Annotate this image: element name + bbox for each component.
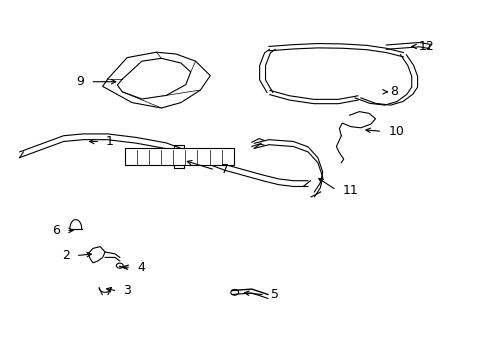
Text: 8: 8 xyxy=(389,85,397,98)
Text: 3: 3 xyxy=(123,284,131,297)
Text: 10: 10 xyxy=(387,125,403,138)
Text: 11: 11 xyxy=(342,184,357,197)
Text: 6: 6 xyxy=(52,224,60,237)
Bar xyxy=(124,148,233,165)
Text: 7: 7 xyxy=(221,163,228,176)
Text: 12: 12 xyxy=(418,40,434,53)
Text: 4: 4 xyxy=(137,261,144,274)
Text: 9: 9 xyxy=(77,75,84,88)
Text: 5: 5 xyxy=(270,288,278,301)
Text: 1: 1 xyxy=(106,135,114,148)
Text: 2: 2 xyxy=(62,249,70,262)
